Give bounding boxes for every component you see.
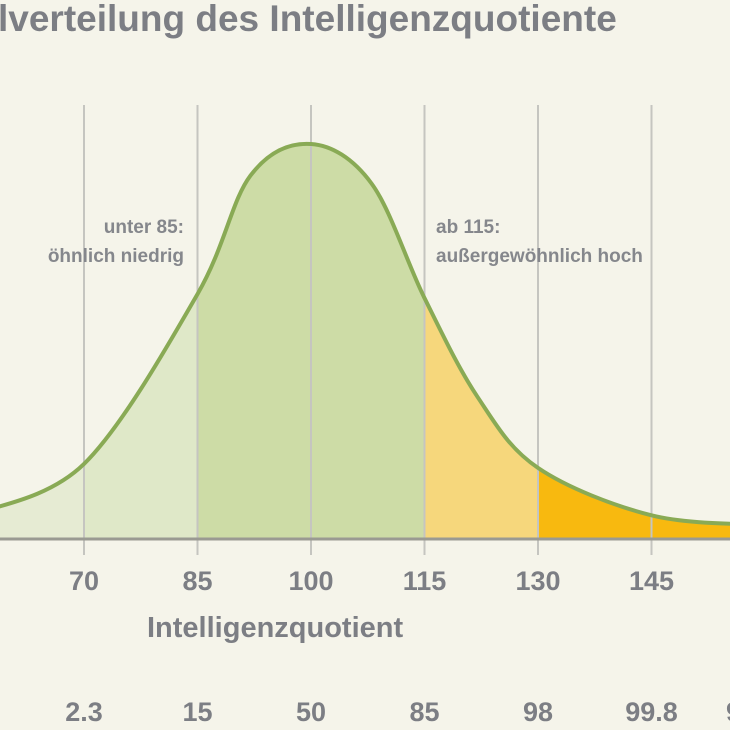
annotation-high-line2: außergewöhnlich hoch bbox=[436, 246, 643, 267]
percentile-label: 15 bbox=[182, 697, 213, 727]
percentile-label: 99.8 bbox=[625, 697, 678, 727]
chart-title: lverteilung des Intelligenzquotiente bbox=[0, 0, 617, 39]
x-tick-label: 115 bbox=[402, 566, 447, 596]
x-tick-label: 70 bbox=[68, 566, 100, 596]
percentile-label: 2.3 bbox=[65, 697, 103, 727]
annotation-high: ab 115: außergewöhnlich hoch bbox=[436, 213, 643, 271]
annotation-low: unter 85: öhnlich niedrig bbox=[48, 213, 184, 271]
percentile-label: 50 bbox=[295, 697, 327, 727]
annotation-low-line1: unter 85: bbox=[103, 217, 184, 238]
x-tick-label: 130 bbox=[515, 566, 561, 596]
distribution-curve bbox=[0, 141, 730, 526]
x-tick-label: 85 bbox=[182, 566, 213, 596]
x-tick-label: 100 bbox=[288, 566, 334, 596]
annotation-low-line2: öhnlich niedrig bbox=[47, 246, 184, 267]
x-tick-label: 145 bbox=[628, 566, 675, 596]
percentile-label: 85 bbox=[409, 697, 440, 727]
annotation-high-line1: ab 115: bbox=[436, 217, 501, 238]
percentile-label: 98 bbox=[522, 697, 554, 727]
percentile-label: 9 bbox=[726, 697, 730, 728]
x-axis-label: Intelligenzquotient bbox=[147, 612, 404, 644]
